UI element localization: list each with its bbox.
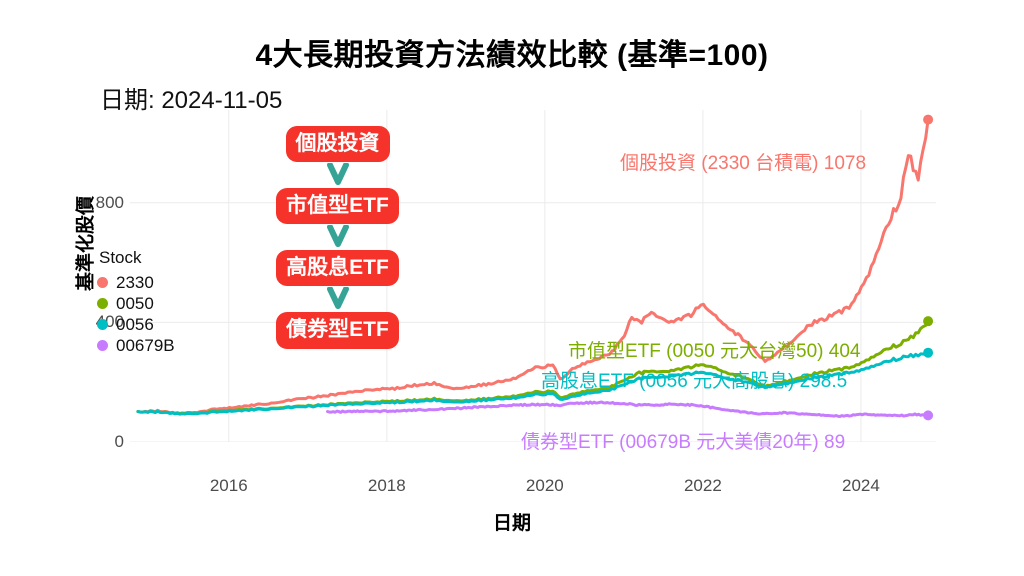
badge-3[interactable]: 高股息ETF [276,250,399,287]
method-badge-flow: 個股投資市值型ETF 高股息ETF 債券型ETF [265,126,410,349]
legend-dot-icon [97,277,108,288]
legend-item-00679B[interactable]: 00679B [97,335,175,356]
legend-dot-icon [97,340,108,351]
legend-item-2330[interactable]: 2330 [97,272,175,293]
y-tick-0: 0 [114,432,124,451]
chevron-down-icon [265,225,410,249]
legend-item-0056[interactable]: 0056 [97,314,175,335]
y-tick-800: 800 [95,192,124,212]
legend-dot-icon [97,298,108,309]
legend-item-label: 0056 [116,314,154,334]
badge-row: 債券型ETF [265,312,410,349]
x-tick-2022: 2022 [683,476,722,495]
legend-item-label: 0050 [116,293,154,313]
badge-row: 市值型ETF [265,188,410,225]
legend: Stock 2330 0050 0056 00679B [97,248,175,356]
badge-4[interactable]: 債券型ETF [276,312,399,349]
legend-item-0050[interactable]: 0050 [97,293,175,314]
series-line-0056 [138,353,928,414]
x-tick-2024: 2024 [842,476,880,495]
x-axis-label: 日期 [492,513,531,534]
chevron-down-icon [265,287,410,311]
series-endpoint-0056 [923,347,934,358]
legend-item-label: 00679B [116,335,175,355]
chart-subtitle: 日期: 2024-11-05 [100,87,283,114]
x-axis-ticks: 2016 2018 2020 2022 2024 [130,476,936,500]
x-tick-2016: 2016 [209,476,248,495]
series-endpoint-00679B [923,410,934,421]
x-tick-2020: 2020 [525,476,564,495]
series-endpoint-2330 [923,114,934,125]
badge-row: 高股息ETF [265,250,410,287]
series-line-2330 [138,120,928,414]
badge-2[interactable]: 市值型ETF [276,188,399,225]
badge-row: 個股投資 [265,126,410,163]
chevron-down-icon [265,163,410,187]
series-line-00679B [328,402,929,417]
series-annotation-0: 個股投資 (2330 台積電) 1078 [620,153,867,174]
legend-items: 2330 0050 0056 00679B [97,272,175,356]
series-annotation-3: 債券型ETF (00679B 元大美債20年) 89 [521,432,846,453]
legend-item-label: 2330 [116,272,154,292]
series-annotation-2: 高股息ETF (0056 元大高股息) 298.5 [541,371,848,392]
series-annotation-1: 市值型ETF (0050 元大台灣50) 404 [568,341,861,362]
series-endpoint-0050 [923,316,934,327]
page-title: 4大長期投資方法績效比較 (基準=100) [255,39,769,72]
x-tick-2018: 2018 [367,476,406,495]
legend-title: Stock [99,248,142,267]
badge-1[interactable]: 個股投資 [285,126,390,163]
legend-dot-icon [97,319,108,330]
